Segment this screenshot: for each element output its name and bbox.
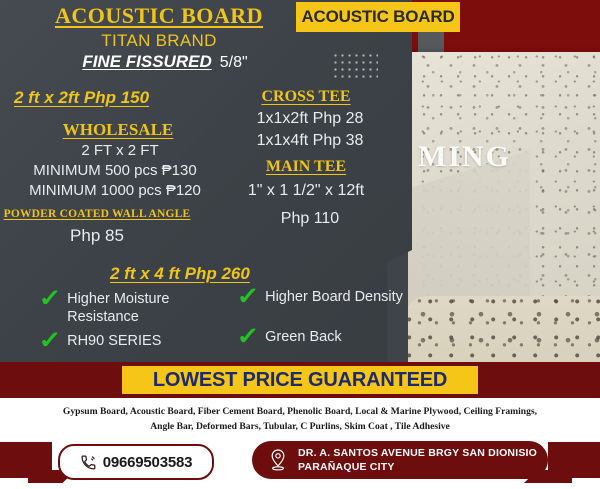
top-banner-label: ACOUSTIC BOARD (301, 7, 455, 26)
price-2x2: 2 ft x 2ft Php 150 (14, 88, 150, 107)
wholesale-line: 2 FT x 2 FT (81, 142, 159, 159)
wholesale-heading: WHOLESALE (62, 120, 174, 139)
phone-number: 09669503583 (102, 453, 193, 471)
top-banner: ACOUSTIC BOARD (296, 2, 460, 32)
feature-label: Higher Moisture Resistance (67, 291, 170, 325)
price-2x4: 2 ft x 4 ft Php 260 (110, 264, 250, 283)
guarantee-chip: LOWEST PRICE GUARANTEED (122, 366, 478, 394)
products-strip: Gypsum Board, Acoustic Board, Fiber Ceme… (0, 398, 600, 438)
wall-angle-price: Php 85 (70, 226, 124, 245)
address-line-1: DR. A. SANTOS AVENUE BRGY SAN DIONISIO (298, 447, 538, 459)
check-icon: ✓ (38, 327, 62, 354)
feature-item: ✓ RH90 SERIES (38, 327, 220, 354)
feature-label: Green Back (265, 329, 342, 345)
wholesale-line: MINIMUM 500 pcs ₱130 (33, 162, 197, 179)
feature-label: Higher Board Density (265, 289, 403, 305)
cross-tee-line: 1x1x2ft Php 28 (256, 110, 364, 127)
cross-tee-heading: CROSS TEE (261, 88, 351, 105)
feature-label: RH90 SERIES (67, 333, 162, 349)
products-line: Gypsum Board, Acoustic Board, Fiber Ceme… (62, 406, 538, 417)
dot-grid-decoration (332, 52, 378, 78)
cross-tee-line: 1x1x4ft Php 38 (256, 132, 364, 149)
feature-item: ✓ Green Back (236, 323, 408, 350)
feature-item: ✓ Higher Board Density (236, 283, 408, 310)
feature-item: ✓ Higher Moisture Resistance (38, 285, 220, 326)
address-line-2: PARAÑAQUE CITY (298, 461, 395, 473)
products-line: Angle Bar, Deformed Bars, Tubular, C Pur… (150, 421, 450, 432)
phone-pill[interactable]: 09669503583 (58, 444, 214, 480)
address-lines: DR. A. SANTOS AVENUE BRGY SAN DIONISIO P… (298, 446, 537, 474)
check-icon: ✓ (38, 285, 62, 312)
wholesale-line: MINIMUM 1000 pcs ₱120 (29, 182, 201, 199)
texture-label: FINE FISSURED (82, 52, 212, 71)
address-pill[interactable]: DR. A. SANTOS AVENUE BRGY SAN DIONISIO P… (252, 441, 548, 479)
page-title: ACOUSTIC BOARD (54, 3, 264, 28)
main-tee-price: Php 110 (280, 210, 340, 227)
brand-label: TITAN BRAND (101, 31, 217, 50)
location-pin-icon (268, 448, 288, 472)
wall-angle-heading: POWDER COATED WALL ANGLE (3, 208, 191, 220)
main-tee-spec: 1" x 1 1/2" x 12ft (247, 182, 365, 199)
phone-icon (80, 454, 97, 471)
thickness-label: 5/8" (219, 54, 248, 71)
check-icon: ✓ (236, 283, 260, 310)
main-tee-heading: MAIN TEE (265, 158, 347, 175)
guarantee-label: LOWEST PRICE GUARANTEED (152, 368, 448, 391)
check-icon: ✓ (236, 323, 260, 350)
watermark-text: MING (418, 140, 511, 173)
texture-row: FINE FISSURED 5/8" (34, 52, 296, 72)
